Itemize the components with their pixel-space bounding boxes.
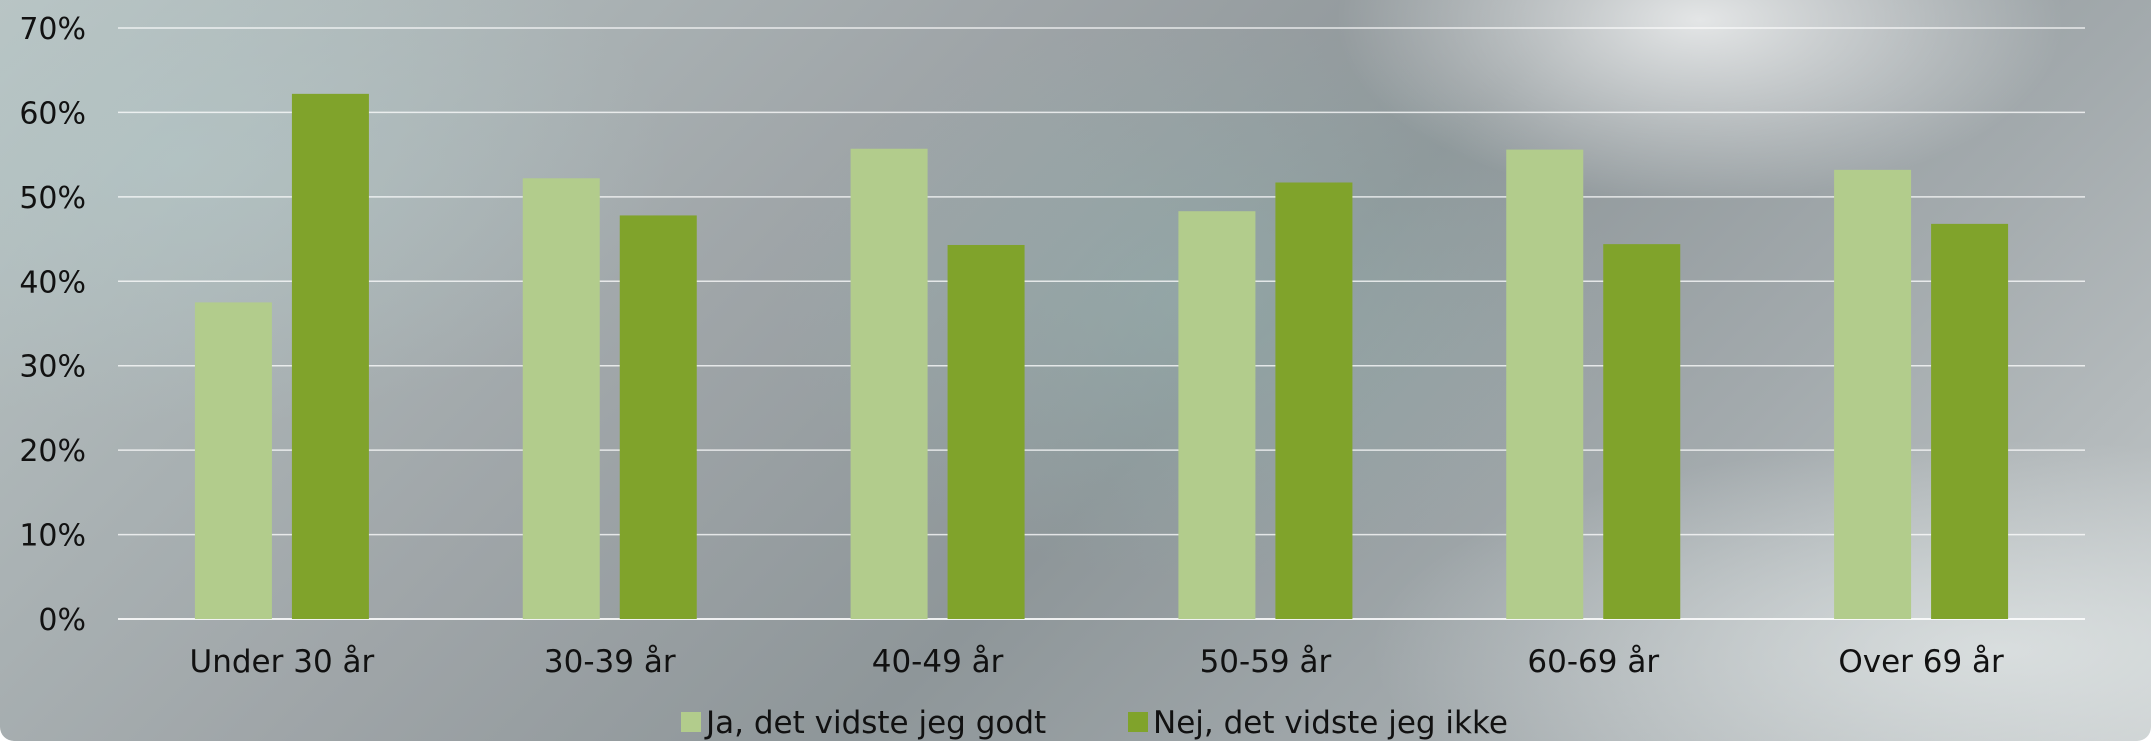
x-axis-tick-labels: Under 30 år 30-39 år 40-49 år 50-59 år 60-69… [190, 644, 2005, 680]
y-tick-label: 10% [19, 519, 86, 554]
x-tick-label: Over 69 år [1838, 644, 2004, 680]
x-tick-label: 50-59 år [1200, 644, 1332, 680]
bar-nej-2 [947, 244, 1025, 619]
x-tick-label: 40-49 år [872, 644, 1004, 680]
x-tick-label: 30-39 år [544, 644, 676, 680]
y-tick-label: 70% [19, 12, 86, 47]
gridlines [118, 27, 2085, 620]
bar-nej-5 [1931, 223, 2009, 620]
y-tick-label: 0% [38, 603, 86, 638]
bar-nej-1 [619, 215, 697, 619]
legend-label-ja: Ja, det vidste jeg godt [704, 705, 1046, 741]
y-tick-label: 40% [19, 265, 86, 300]
bar-ja-0 [194, 302, 272, 619]
bar-ja-3 [1178, 211, 1256, 619]
bars [194, 93, 2009, 620]
legend-swatch-nej [1128, 712, 1148, 732]
legend-swatch-ja [681, 712, 701, 732]
bar-ja-5 [1834, 169, 1912, 619]
bar-ja-2 [850, 148, 928, 620]
bar-nej-0 [291, 93, 369, 619]
bar-ja-1 [522, 178, 600, 620]
bar-nej-4 [1603, 244, 1681, 619]
bar-nej-3 [1275, 182, 1353, 620]
y-tick-label: 30% [19, 350, 86, 385]
y-axis-tick-labels: 0% 10% 20% 30% 40% 50% 60% 70% [19, 12, 86, 638]
legend: Ja, det vidste jeg godt Nej, det vidste j… [681, 705, 1508, 741]
x-tick-label: Under 30 år [190, 644, 375, 680]
y-tick-label: 20% [19, 434, 86, 469]
bar-ja-4 [1506, 149, 1584, 619]
y-tick-label: 50% [19, 181, 86, 216]
legend-label-nej: Nej, det vidste jeg ikke [1153, 705, 1508, 741]
x-tick-label: 60-69 år [1527, 644, 1659, 680]
y-tick-label: 60% [19, 96, 86, 131]
